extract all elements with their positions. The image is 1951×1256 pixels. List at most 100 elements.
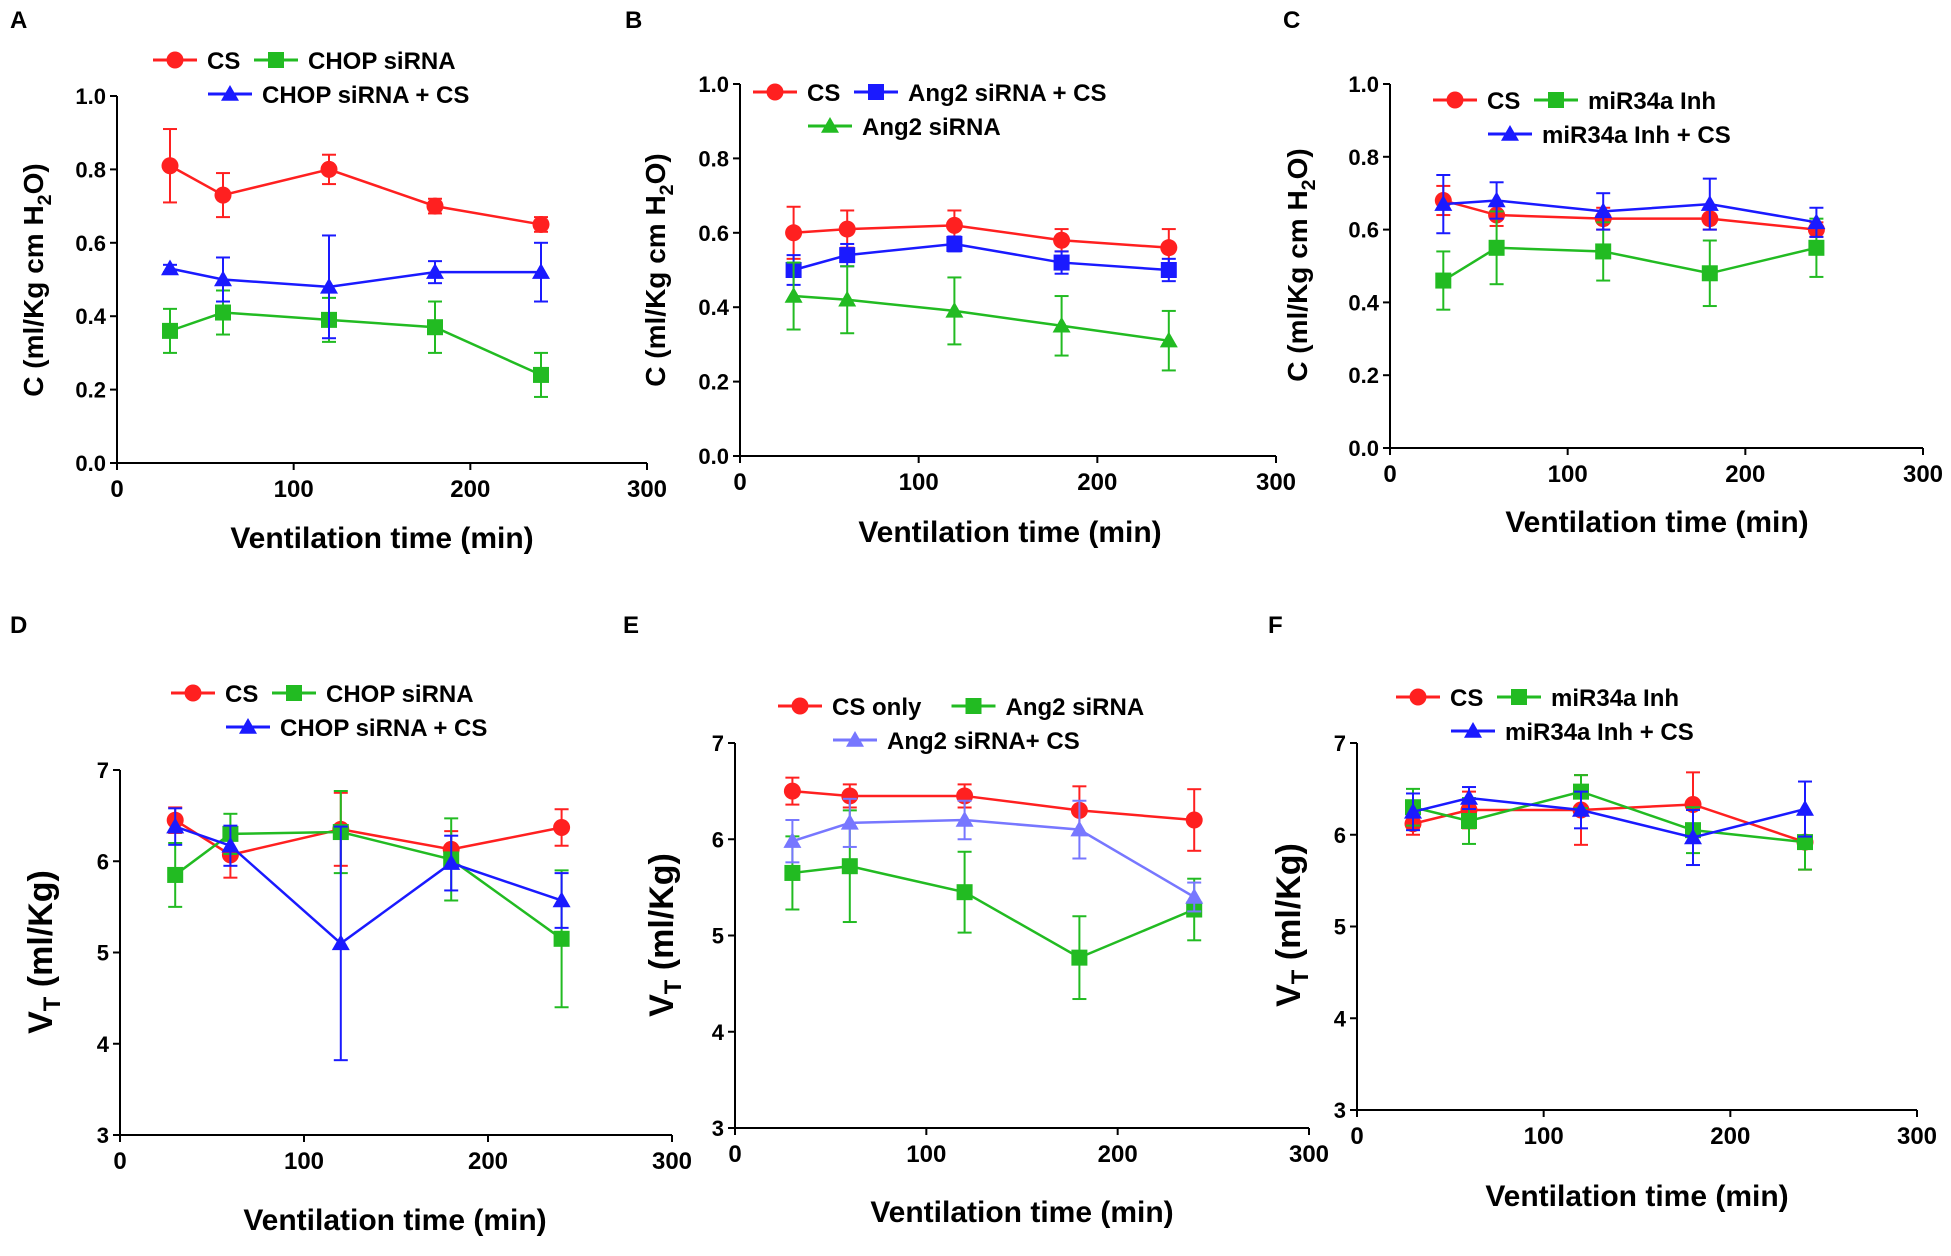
- data-point: [946, 235, 963, 252]
- data-point: [1160, 239, 1178, 257]
- y-tick-label: 0.2: [1348, 363, 1379, 388]
- data-point: [1052, 316, 1071, 333]
- y-axis-label: C (ml/Kg cm H2O): [1282, 148, 1320, 381]
- data-point: [426, 197, 444, 215]
- data-point: [214, 270, 232, 287]
- data-point: [532, 263, 550, 279]
- y-tick-label: 0.8: [1348, 145, 1379, 170]
- legend-marker: [868, 84, 884, 100]
- data-point: [1185, 811, 1203, 829]
- y-tick-label: 0.0: [75, 451, 106, 476]
- legend-label: Ang2 siRNA+ CS: [887, 728, 1080, 755]
- legend-label: CHOP siRNA: [308, 48, 456, 75]
- y-axis-label-tail: (ml/Kg): [1270, 843, 1308, 970]
- data-point: [221, 836, 240, 853]
- y-axis-label-tail: O): [1282, 148, 1313, 179]
- y-axis-label-tail: O): [640, 153, 671, 184]
- panel-f: F 3 4 5 6 7 0 100 200 300 Ventilation time (min) VT…: [1268, 612, 1937, 1213]
- data-point: [1594, 202, 1613, 219]
- x-tick-label: 0: [110, 476, 123, 503]
- y-axis-label-sub: 2: [1298, 179, 1320, 190]
- data-point: [838, 220, 856, 238]
- legend-marker: [1511, 689, 1527, 705]
- data-point: [1434, 195, 1453, 211]
- legend: CS CHOP siRNA CHOP siRNA + CS: [171, 681, 487, 742]
- data-point: [1185, 888, 1204, 904]
- legend-item: miR34a Inh + CS: [1451, 719, 1694, 746]
- x-tick-label: 0: [733, 469, 746, 496]
- legend-label: miR34a Inh: [1588, 88, 1716, 115]
- y-tick-label: 0.8: [75, 157, 106, 182]
- y-axis-label: VT (ml/Kg): [1270, 843, 1314, 1007]
- legend-label: CHOP siRNA + CS: [262, 82, 469, 109]
- series-line: [169, 311, 542, 377]
- y-axis-label-tail: (ml/Kg): [643, 853, 681, 980]
- legend: CS Ang2 siRNA + CS Ang2 siRNA: [753, 80, 1106, 141]
- y-axis-label-main: C (ml/Kg cm H: [640, 195, 671, 386]
- y-axis-label: VT (ml/Kg): [22, 870, 66, 1034]
- data-point: [1572, 800, 1590, 817]
- data-point: [1808, 239, 1825, 256]
- legend-item: CHOP siRNA: [254, 48, 456, 75]
- legend-marker: [821, 117, 839, 133]
- x-tick-label: 200: [1710, 1123, 1750, 1150]
- data-point: [1053, 254, 1070, 271]
- y-tick-label: 1.0: [1348, 72, 1379, 97]
- x-tick-label: 100: [1548, 461, 1588, 488]
- legend: CS only Ang2 siRNA Ang2 siRNA+ CS: [778, 694, 1144, 755]
- x-tick-label: 0: [728, 1141, 741, 1168]
- legend-item: CS: [171, 681, 258, 708]
- legend-label: Ang2 siRNA: [1006, 694, 1145, 721]
- data-point: [945, 301, 964, 318]
- y-tick-label: 0.2: [698, 370, 729, 395]
- y-tick-label: 0.0: [1348, 436, 1379, 461]
- x-tick-label: 300: [1903, 461, 1943, 488]
- legend-item: miR34a Inh: [1497, 685, 1679, 712]
- x-axis-label: Ventilation time (min): [243, 1204, 546, 1237]
- y-tick-label: 0.0: [698, 444, 729, 469]
- data-point: [838, 290, 857, 307]
- x-tick-label: 100: [284, 1148, 324, 1175]
- legend-item: Ang2 siRNA: [808, 114, 1001, 141]
- data-point: [840, 813, 859, 830]
- y-axis-label: VT (ml/Kg): [643, 853, 687, 1017]
- y-tick-label: 0.4: [698, 295, 729, 320]
- y-axis-label-main: V: [643, 994, 681, 1017]
- series-ang2-sirna: [784, 261, 1178, 372]
- x-tick-label: 100: [274, 476, 314, 503]
- y-axis-label-sub: T: [1287, 969, 1314, 984]
- data-point: [1160, 262, 1177, 278]
- legend-item: CHOP siRNA: [272, 681, 474, 708]
- data-point: [1595, 243, 1612, 260]
- data-point: [552, 891, 571, 908]
- legend: CS CHOP siRNA CHOP siRNA + CS: [153, 48, 469, 109]
- legend-label: miR34a Inh + CS: [1542, 122, 1731, 149]
- x-tick-label: 100: [906, 1141, 946, 1168]
- panel-b: B 0.0 0.2 0.4 0.6 0.8 1.0 0 100 200 300 Ventilation…: [625, 7, 1296, 549]
- y-tick-label: 0.4: [75, 304, 106, 329]
- data-point: [1700, 195, 1719, 211]
- x-tick-label: 300: [1289, 1141, 1329, 1168]
- data-point: [1435, 272, 1452, 289]
- data-point: [533, 366, 549, 383]
- legend-marker: [1464, 722, 1482, 738]
- data-point: [783, 782, 801, 800]
- data-point: [1404, 802, 1422, 819]
- legend-marker: [791, 697, 809, 715]
- data-point: [1684, 828, 1702, 845]
- legend-label: CS: [807, 80, 840, 107]
- y-tick-label: 4: [712, 1020, 725, 1045]
- y-tick-label: 7: [1334, 731, 1346, 756]
- series-chop-sirna-cs: [166, 807, 571, 1062]
- x-tick-label: 0: [1383, 461, 1396, 488]
- data-point: [784, 864, 801, 881]
- data-point: [426, 263, 444, 279]
- legend-label: CS: [1487, 88, 1520, 115]
- legend-marker: [286, 685, 302, 701]
- data-point: [1796, 800, 1814, 816]
- series-line: [792, 864, 1195, 960]
- panel-a: A 0.0 0.2 0.4 0.6 0.8 1.0 0 100 200 300 Ventilation…: [10, 7, 667, 555]
- series-chop-sirna-cs: [161, 234, 550, 340]
